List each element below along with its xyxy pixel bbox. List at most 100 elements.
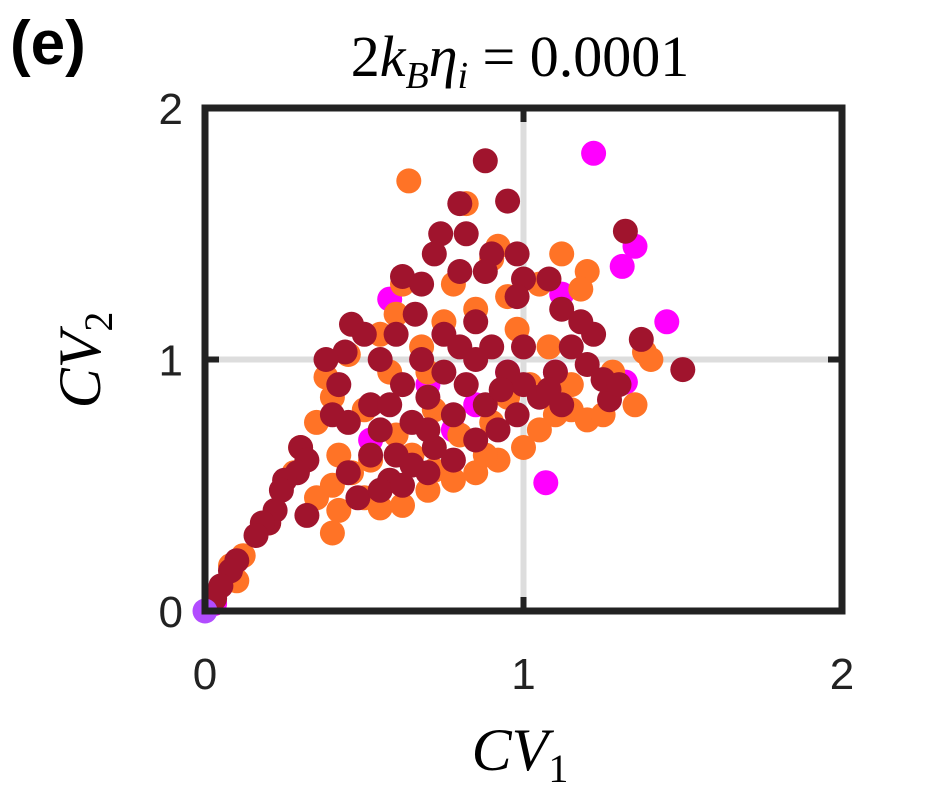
- point-maroon-71: [390, 372, 415, 398]
- point-orange-0: [396, 168, 422, 194]
- point-maroon-84: [463, 347, 489, 372]
- point-maroon-27: [367, 417, 393, 443]
- point-maroon-11: [472, 259, 498, 284]
- point-maroon-63: [568, 309, 594, 335]
- point-maroon-53: [463, 309, 489, 335]
- point-maroon-85: [606, 372, 632, 398]
- x-tick-label-1: 1: [511, 650, 535, 699]
- point-maroon-7: [390, 264, 415, 289]
- point-magenta-2: [609, 253, 635, 279]
- point-maroon-4: [428, 221, 454, 247]
- point-maroon-74: [453, 372, 479, 398]
- y-tick-label-2: 2: [159, 85, 183, 134]
- point-maroon-30: [335, 460, 361, 486]
- point-maroon-17: [670, 357, 696, 383]
- point-orange-17: [326, 497, 352, 523]
- point-orange-4: [568, 276, 594, 302]
- point-maroon-83: [440, 402, 466, 428]
- point-maroon-75: [472, 392, 498, 418]
- point-maroon-15: [612, 218, 638, 244]
- point-maroon-88: [399, 452, 425, 478]
- point-orange-35: [638, 347, 664, 372]
- point-orange-59: [536, 334, 562, 360]
- point-orange-8: [383, 301, 409, 327]
- point-maroon-2: [447, 191, 473, 217]
- point-maroon-77: [511, 334, 536, 360]
- point-maroon-21: [332, 339, 358, 365]
- point-orange-33: [622, 392, 648, 418]
- point-maroon-76: [415, 417, 441, 443]
- point-maroon-39: [268, 477, 294, 503]
- point-maroon-82: [488, 377, 514, 403]
- point-maroon-70: [409, 347, 435, 372]
- title-k-subscript: B: [405, 55, 428, 97]
- point-maroon-81: [383, 321, 409, 347]
- title-coefficient: 2: [351, 24, 380, 89]
- point-maroon-51: [431, 359, 457, 385]
- title-eta: η: [429, 24, 458, 89]
- tick-labels: 0 1 2 0 1 2: [159, 85, 855, 699]
- title-value: = 0.0001: [468, 24, 689, 89]
- y-axis-label: CV2: [47, 312, 121, 409]
- point-maroon-20: [351, 321, 377, 347]
- y-axis-label-sub: 2: [76, 312, 121, 332]
- point-maroon-69: [504, 402, 530, 428]
- point-maroon-22: [313, 347, 339, 372]
- axes-box: [201, 104, 846, 615]
- scatter-points: [192, 140, 696, 624]
- x-tick-label-2: 2: [830, 650, 854, 699]
- point-maroon-41: [294, 502, 320, 528]
- point-magenta-5: [533, 470, 559, 496]
- title-eta-subscript: i: [457, 55, 468, 97]
- point-maroon-33: [390, 472, 415, 498]
- point-maroon-87: [358, 442, 384, 468]
- point-maroon-14: [536, 266, 562, 292]
- point-maroon-1: [495, 188, 521, 214]
- point-maroon-44: [243, 523, 269, 548]
- point-orange-18: [319, 520, 345, 546]
- point-maroon-25: [335, 409, 361, 435]
- point-maroon-23: [326, 372, 352, 398]
- x-axis-label: CV1: [472, 717, 569, 791]
- point-maroon-0: [472, 148, 498, 174]
- point-maroon-60: [574, 352, 600, 377]
- point-magenta-0: [581, 140, 607, 166]
- point-maroon-3: [453, 221, 479, 247]
- point-maroon-16: [628, 326, 654, 352]
- point-maroon-79: [402, 301, 428, 327]
- point-maroon-80: [367, 347, 393, 372]
- point-orange-24: [440, 467, 466, 493]
- point-maroon-72: [377, 392, 403, 418]
- point-maroon-67: [463, 427, 489, 453]
- grid: [205, 108, 842, 611]
- title-k: k: [380, 24, 407, 89]
- x-axis-label-sub: 1: [548, 746, 568, 791]
- point-maroon-64: [549, 296, 575, 322]
- point-maroon-10: [504, 241, 530, 267]
- point-orange-2: [549, 241, 575, 267]
- point-maroon-26: [358, 392, 384, 418]
- point-maroon-13: [504, 284, 530, 310]
- chart-title: 2kBηi = 0.0001: [351, 24, 690, 97]
- point-maroon-8: [409, 271, 435, 297]
- y-tick-label-1: 1: [159, 337, 183, 386]
- point-orange-28: [526, 417, 552, 443]
- point-maroon-50: [415, 384, 441, 410]
- point-maroon-32: [367, 477, 393, 503]
- point-orange-21: [367, 495, 393, 521]
- point-orange-27: [511, 435, 536, 460]
- y-axis-label-main: CV: [47, 325, 113, 408]
- point-maroon-6: [447, 259, 473, 284]
- x-axis-label-main: CV: [472, 717, 555, 783]
- point-maroon-59: [558, 334, 584, 360]
- point-maroon-73: [431, 321, 457, 347]
- point-maroon-5: [421, 241, 447, 267]
- point-orange-22: [390, 492, 415, 518]
- panel-label: (e): [10, 9, 86, 78]
- point-magenta-3: [654, 309, 680, 335]
- point-maroon-68: [485, 417, 511, 443]
- x-tick-label-0: 0: [193, 650, 217, 699]
- point-maroon-31: [345, 485, 371, 511]
- point-orange-23: [415, 477, 441, 503]
